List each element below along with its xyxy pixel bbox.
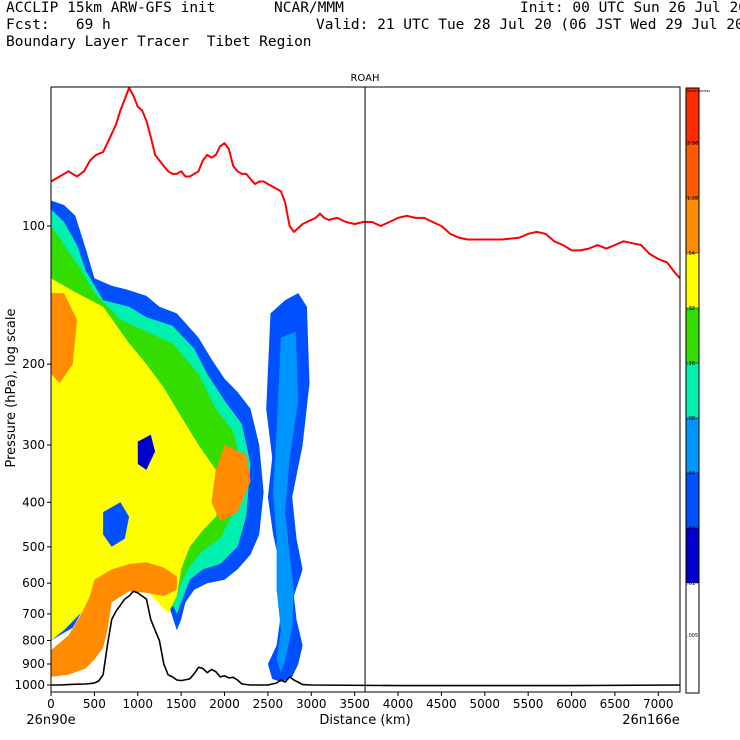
- x-tick-label: 1000: [122, 697, 153, 711]
- line-layer: [50, 86, 681, 687]
- legend-swatch: [686, 308, 699, 363]
- legend-swatch: [686, 88, 699, 143]
- x-tick-label: 500: [83, 697, 106, 711]
- legend-swatch: [686, 528, 699, 583]
- header-line2-right: Valid: 21 UTC Tue 28 Jul 20 (06 JST Wed …: [316, 17, 740, 33]
- x-tick-label: 3000: [296, 697, 327, 711]
- y-tick-label: 400: [22, 495, 45, 509]
- x-tick-label: 4000: [383, 697, 414, 711]
- legend-label: .005: [687, 633, 698, 639]
- header-line1-center: NCAR/MMM: [274, 0, 344, 16]
- legend-swatch: [686, 363, 699, 418]
- legend-label: .08: [687, 416, 695, 422]
- legend-swatch: [686, 253, 699, 308]
- legend-frame: [685, 87, 700, 694]
- y-tick-label: 500: [22, 540, 45, 554]
- tracer-region: [266, 293, 310, 682]
- left-endpoint-label: 26n90e: [26, 713, 75, 728]
- chart-title: ROAH: [350, 73, 379, 84]
- legend-label: .02: [687, 526, 695, 532]
- header-line1-right: Init: 00 UTC Sun 26 Jul 20: [520, 0, 740, 16]
- tracer-region: [51, 278, 225, 641]
- legend-swatch: [686, 143, 699, 198]
- y-tick-label: 600: [22, 576, 45, 590]
- x-tick-label: 6500: [600, 697, 631, 711]
- x-tick-label: 2500: [253, 697, 284, 711]
- x-tick-label: 7000: [643, 697, 674, 711]
- legend-label: .01: [687, 581, 695, 587]
- y-tick-label: 200: [22, 357, 45, 371]
- tracer-fill-layer: [51, 200, 310, 682]
- terrain-line: [51, 590, 681, 687]
- x-tick-label: 3500: [339, 697, 370, 711]
- legend-label: Dimensionless: [687, 89, 710, 93]
- legend-swatch: [686, 583, 699, 693]
- legend-label: .64: [687, 251, 695, 257]
- y-tick-label: 700: [22, 607, 45, 621]
- legend-label: .04: [687, 471, 695, 477]
- legend-swatch: [686, 198, 699, 253]
- x-tick-label: 6000: [556, 697, 587, 711]
- y-tick-label: 300: [22, 438, 45, 452]
- y-tick-label: 100: [22, 219, 45, 233]
- y-tick-label: 1000: [14, 678, 45, 692]
- header-line2-left: Fcst: 69 h: [6, 17, 111, 33]
- y-tick-label: 900: [22, 657, 45, 671]
- tropopause-line: [50, 86, 681, 279]
- legend-label: .32: [687, 306, 695, 312]
- tracer-region: [273, 331, 299, 673]
- header-line1-left: ACCLIP 15km ARW-GFS init: [6, 0, 216, 16]
- tracer-region: [51, 562, 177, 677]
- x-tick-label: 0: [47, 697, 55, 711]
- header-line3-left: Boundary Layer Tracer Tibet Region: [6, 34, 312, 50]
- y-axis: 100 200 300 400 500 600 700 800 900 1000: [14, 219, 51, 692]
- x-tick-label: 1500: [166, 697, 197, 711]
- tracer-region: [211, 445, 251, 522]
- tracer-region: [51, 293, 77, 384]
- x-axis: 0 500 1000 1500 2000 2500 3000 3500 4000 4500 5000…: [47, 692, 674, 711]
- legend-label: 2.56: [687, 141, 698, 147]
- x-tick-label: 4500: [426, 697, 457, 711]
- legend-label: 1.28: [687, 196, 698, 202]
- right-endpoint-label: 26n166e: [622, 713, 680, 728]
- tracer-region: [137, 434, 156, 470]
- y-tick-label: 800: [22, 634, 45, 648]
- legend-swatch: [686, 473, 699, 528]
- x-tick-label: 5500: [513, 697, 544, 711]
- tracer-region: [103, 502, 130, 547]
- x-tick-label: 2000: [209, 697, 240, 711]
- legend-label: .16: [687, 361, 695, 367]
- y-axis-title: Pressure (hPa), log scale: [4, 309, 19, 468]
- color-legend: Dimensionless 2.56 1.28 .64 .32 .16 .08 .04 .02.…: [685, 87, 710, 694]
- legend-swatch: [686, 418, 699, 473]
- x-axis-title: Distance (km): [319, 713, 410, 728]
- x-tick-label: 5000: [470, 697, 501, 711]
